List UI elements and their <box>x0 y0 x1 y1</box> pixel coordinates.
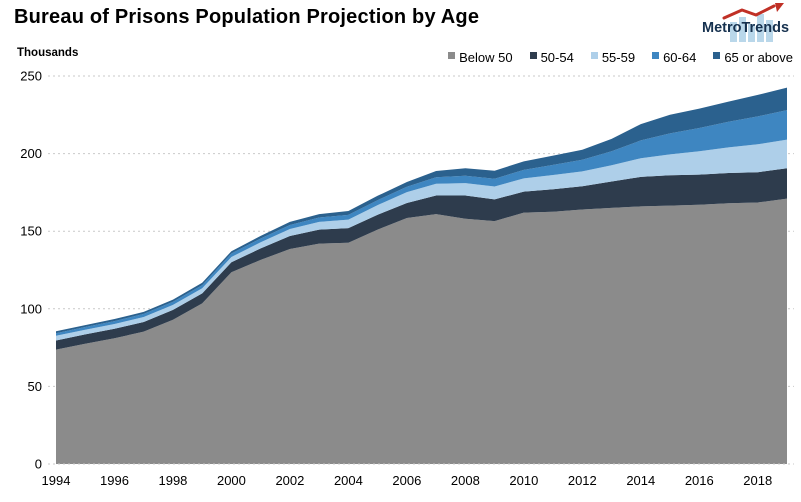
y-tick-label: 0 <box>35 457 42 472</box>
page-title: Bureau of Prisons Population Projection … <box>14 6 480 28</box>
y-axis-unit-label: Thousands <box>17 47 79 59</box>
area-series-60-64 <box>56 110 787 336</box>
legend-swatch-65-or-above-icon <box>713 52 721 59</box>
legend-swatch-below-50-icon <box>448 52 456 59</box>
legend-item-50-54: 50-54 <box>529 50 574 65</box>
area-series <box>56 87 787 464</box>
logo-bars-icon <box>730 14 773 42</box>
area-series-50-54 <box>56 168 787 350</box>
x-tick-label: 1994 <box>42 473 71 488</box>
y-tick-label: 100 <box>20 301 42 316</box>
x-tick-label: 1996 <box>100 473 129 488</box>
x-tick-label: 2010 <box>509 473 538 488</box>
y-tick-label: 200 <box>20 146 42 161</box>
logo-text: MetroTrends <box>702 20 789 36</box>
legend-label: 65 or above <box>724 50 793 65</box>
logo-arrow-icon <box>722 3 784 20</box>
y-tick-label: 250 <box>20 69 42 84</box>
x-tick-label: 2004 <box>334 473 363 488</box>
legend-item-below-50: Below 50 <box>448 50 513 65</box>
y-axis-labels: 0 50 100 150 200 250 <box>20 69 42 472</box>
legend-swatch-50-54-icon <box>529 52 537 59</box>
legend-label: 60-64 <box>663 50 697 65</box>
x-tick-label: 2008 <box>451 473 480 488</box>
x-tick-label: 1998 <box>158 473 187 488</box>
area-series-below-50 <box>56 198 787 464</box>
y-tick-label: 150 <box>20 224 42 239</box>
legend-item-60-64: 60-64 <box>652 50 696 65</box>
x-tick-label: 2002 <box>275 473 304 488</box>
x-tick-label: 2006 <box>392 473 421 488</box>
metrotrends-logo: MetroTrends <box>702 3 789 42</box>
x-tick-label: 2000 <box>217 473 246 488</box>
x-axis-labels: 1994 1996 1998 2000 2002 2004 2006 2008 2010 2012… <box>42 473 773 488</box>
legend-item-65-or-above: 65 or above <box>713 50 793 65</box>
x-tick-label: 2014 <box>626 473 655 488</box>
x-tick-label: 2016 <box>685 473 714 488</box>
x-tick-label: 2012 <box>568 473 597 488</box>
legend-label: 55-59 <box>601 50 636 65</box>
x-tick-label: 2018 <box>743 473 772 488</box>
legend-swatch-60-64-icon <box>652 52 660 59</box>
legend-label: Below 50 <box>459 50 513 65</box>
chart-legend: Below 50 50-54 55-59 60-64 65 or above <box>448 50 793 65</box>
area-series-55-59 <box>56 139 787 341</box>
y-tick-label: 50 <box>28 379 42 394</box>
legend-item-55-59: 55-59 <box>590 50 636 65</box>
legend-label: 50-54 <box>540 50 574 65</box>
area-series-65-or-above <box>56 87 787 334</box>
legend-swatch-55-59-icon <box>590 52 598 59</box>
